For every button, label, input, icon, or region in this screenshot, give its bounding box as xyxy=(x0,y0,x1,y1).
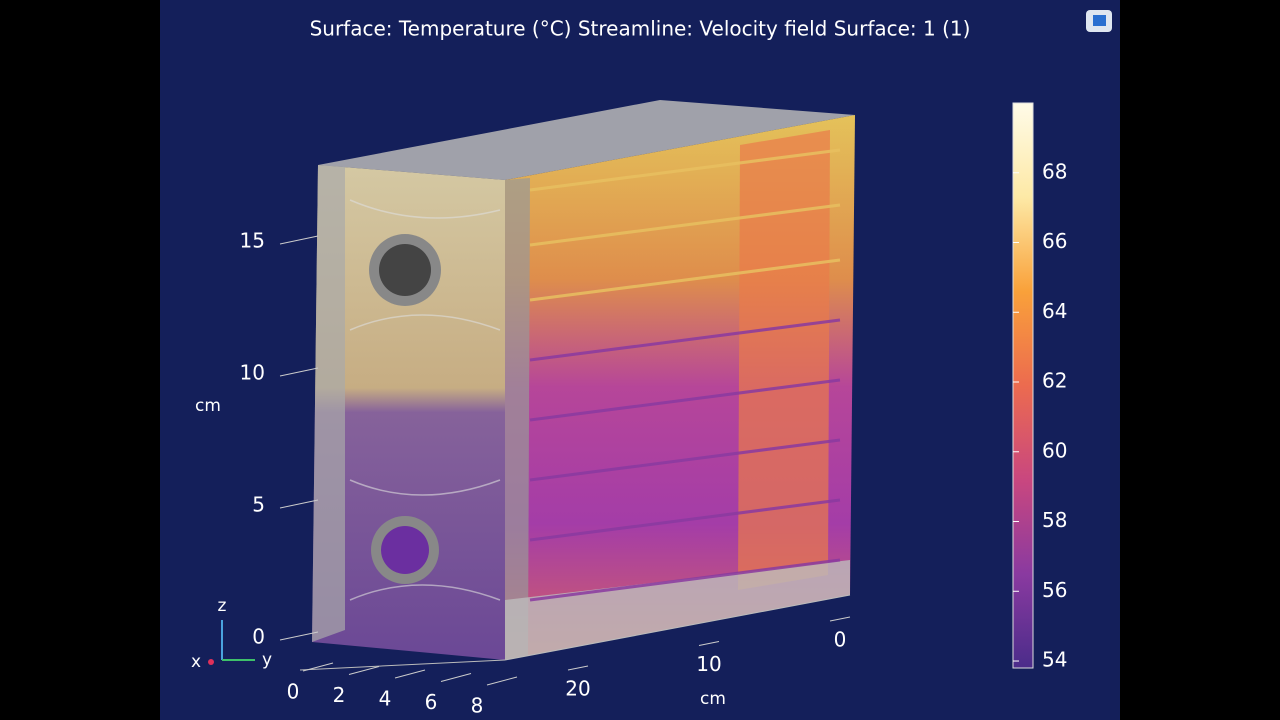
x-tick xyxy=(302,662,334,672)
colorbar-tick-label: 64 xyxy=(1042,299,1067,323)
z-tick-label: 10 xyxy=(240,361,265,385)
z-axis-label: cm xyxy=(195,396,221,416)
plot-title: Surface: Temperature (°C) Streamline: Ve… xyxy=(310,17,971,41)
colorbar-tick-label: 68 xyxy=(1042,159,1067,183)
y-tick xyxy=(698,641,720,646)
x-tick xyxy=(348,666,380,675)
z-tick-label: 0 xyxy=(252,625,265,649)
geometry xyxy=(299,100,855,671)
triad xyxy=(208,620,255,665)
triad-z: z xyxy=(218,596,227,616)
triad-y: y xyxy=(262,650,272,670)
logo-inner xyxy=(1093,15,1106,26)
colorbar-tick-label: 66 xyxy=(1042,229,1067,253)
x-tick-label: 2 xyxy=(333,683,346,707)
y-tick xyxy=(829,616,851,622)
x-tick xyxy=(394,669,426,679)
colorbar-tick-label: 54 xyxy=(1042,648,1067,672)
colorbar-tick-label: 62 xyxy=(1042,369,1067,393)
z-tick-label: 5 xyxy=(252,493,265,517)
z-tick xyxy=(279,499,319,509)
y-tick xyxy=(567,665,589,671)
y-axis-label: cm xyxy=(700,689,726,709)
x-tick-label: 4 xyxy=(379,687,392,711)
triad-x: x xyxy=(191,652,201,672)
x-tick-label: 0 xyxy=(287,680,300,704)
x-tick xyxy=(440,673,472,682)
y-tick-label: 10 xyxy=(696,652,721,676)
x-tick-label: 6 xyxy=(425,690,438,714)
colorbar-tick-label: 60 xyxy=(1042,438,1067,462)
y-tick-label: 0 xyxy=(834,628,847,652)
colorbar-tick-label: 56 xyxy=(1042,578,1067,602)
z-tick xyxy=(279,631,319,641)
colorbar xyxy=(1012,102,1034,669)
y-tick-label: 20 xyxy=(565,677,590,701)
x-tick xyxy=(486,676,518,686)
x-tick-label: 8 xyxy=(471,694,484,718)
z-tick xyxy=(279,235,319,245)
z-tick xyxy=(279,367,319,377)
z-tick-label: 15 xyxy=(240,229,265,253)
colorbar-tick-label: 58 xyxy=(1042,508,1067,532)
